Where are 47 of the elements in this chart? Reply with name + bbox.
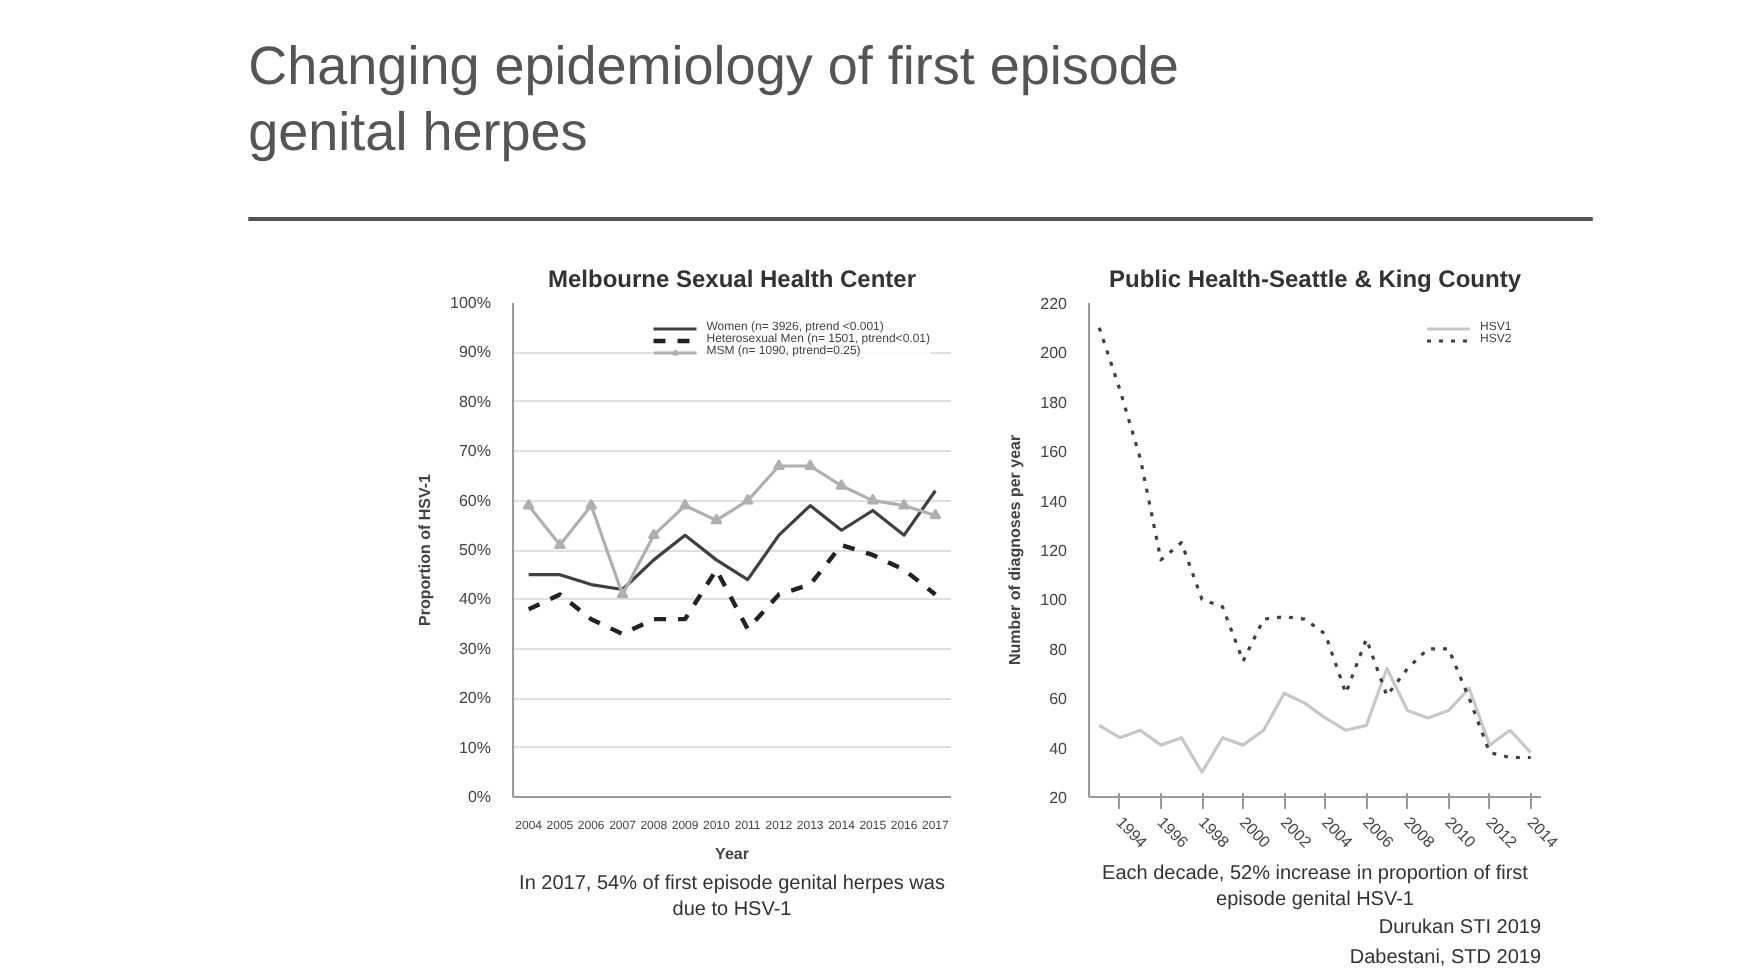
y-tick-label: 80 — [1049, 640, 1069, 659]
point — [585, 498, 598, 510]
y-tick-label: 10% — [458, 738, 492, 757]
point — [866, 493, 879, 505]
text: Each decade, 52% increase in proportion of first episode genital HSV-1 — [1102, 863, 1529, 911]
y-tick-label: 120 — [1040, 542, 1069, 560]
x-axis-title: Year — [715, 845, 749, 863]
y-tick-label: 90% — [458, 343, 492, 362]
y-tick-label: 220 — [1040, 295, 1069, 313]
y-tick-label: 40 — [1049, 739, 1069, 758]
point — [898, 498, 911, 510]
y-tick-label: 50% — [458, 541, 492, 559]
y-axis-title: Proportion of HSV-1 — [416, 472, 435, 626]
y-tick-label: 60% — [458, 491, 492, 510]
y-tick-label: 180 — [1040, 393, 1069, 412]
y-tick-label: 80% — [458, 392, 492, 411]
text: Durukan STI 2019 — [1378, 917, 1542, 939]
y-tick-label: 30% — [458, 639, 492, 658]
point — [772, 459, 785, 470]
point — [616, 587, 629, 599]
y-tick-label: 20% — [458, 689, 492, 708]
point — [741, 493, 754, 505]
point — [647, 528, 660, 540]
point — [804, 459, 817, 470]
point — [522, 498, 535, 510]
point — [835, 479, 848, 490]
y-tick-label: 20 — [1049, 789, 1069, 807]
y-tick-label: 0% — [467, 788, 491, 806]
y-axis-title: Number of diagnoses per year — [1006, 434, 1025, 666]
text: Changing epidemiology of first episode genital herpes — [248, 36, 1179, 163]
y-tick-label: 140 — [1040, 492, 1069, 511]
text: In 2017, 54% of first episode genital herpes was due to HSV-1 — [519, 873, 945, 921]
line-series — [1097, 666, 1533, 774]
y-tick-label: 200 — [1040, 344, 1069, 363]
text: Dabestani, STD 2019 — [1349, 947, 1542, 969]
y-tick-label: 160 — [1040, 443, 1069, 462]
chart-title: Melbourne Sexual Health Center — [547, 265, 917, 293]
chart-title: Public Health-Seattle & King County — [1108, 265, 1522, 293]
line-series — [526, 542, 938, 637]
y-tick-label: 40% — [458, 590, 492, 609]
y-tick-label: 100% — [450, 294, 492, 312]
point — [553, 538, 566, 549]
point — [710, 513, 723, 525]
y-tick-label: 60 — [1049, 690, 1069, 709]
point — [929, 508, 942, 520]
y-tick-label: 100 — [1040, 591, 1069, 610]
y-tick-label: 70% — [458, 442, 492, 461]
